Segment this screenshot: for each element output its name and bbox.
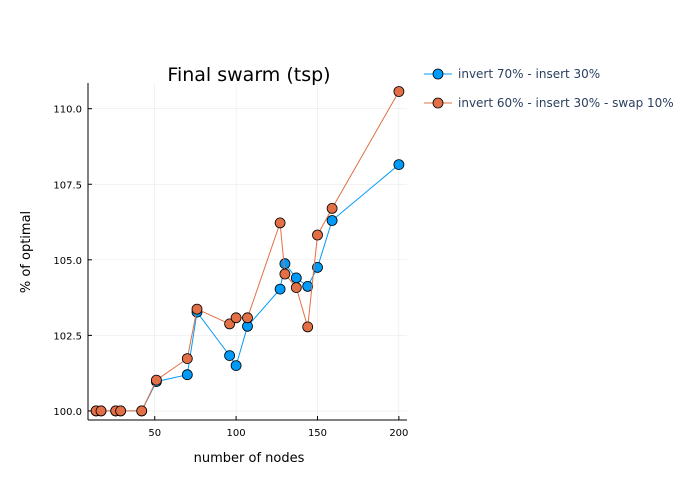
data-point[interactable]	[290, 272, 302, 284]
data-point[interactable]	[393, 159, 405, 171]
y-axis-title: % of optimal	[19, 211, 34, 293]
legend-entry-2[interactable]: invert 60% - insert 30% - swap 10%	[424, 96, 674, 110]
x-tick-label: 50	[148, 428, 161, 439]
ticks: 50 100 150 200 100.0 102.5 105.0 107.5 110.0	[53, 105, 408, 439]
data-point[interactable]	[274, 283, 286, 295]
data-point[interactable]	[312, 261, 323, 273]
series-1	[90, 159, 405, 417]
data-point[interactable]	[230, 360, 242, 372]
legend-marker-1	[432, 68, 444, 80]
series-layer	[90, 86, 405, 417]
data-point[interactable]	[150, 374, 162, 386]
data-point[interactable]	[326, 215, 338, 226]
series-2	[90, 86, 405, 417]
data-point[interactable]	[302, 280, 314, 292]
data-point[interactable]	[191, 303, 203, 315]
legend-entry-1[interactable]: invert 70% - insert 30%	[424, 67, 600, 81]
legend-label-2: invert 60% - insert 30% - swap 10%	[458, 96, 674, 110]
data-point[interactable]	[95, 405, 107, 417]
y-tick-label: 107.5	[53, 180, 82, 191]
chart-title: Final swarm (tsp)	[167, 64, 330, 86]
y-tick-label: 110.0	[53, 105, 82, 116]
x-tick-label: 100	[227, 428, 246, 439]
x-axis-title: number of nodes	[194, 451, 305, 466]
data-point[interactable]	[136, 405, 148, 417]
data-point[interactable]	[290, 282, 302, 294]
axes	[87, 83, 407, 421]
y-tick-label: 100.0	[53, 407, 82, 418]
y-tick-label: 105.0	[53, 256, 82, 267]
data-point[interactable]	[312, 229, 323, 241]
x-tick-label: 200	[389, 428, 408, 439]
data-point[interactable]	[181, 353, 193, 365]
series-line-1	[96, 164, 400, 412]
series-line-2	[96, 91, 400, 412]
data-point[interactable]	[230, 312, 242, 324]
y-tick-label: 102.5	[53, 331, 82, 342]
data-point[interactable]	[274, 217, 286, 229]
legend-label-1: invert 70% - insert 30%	[458, 67, 600, 81]
data-point[interactable]	[242, 312, 253, 324]
data-point[interactable]	[393, 86, 405, 97]
x-tick-label: 150	[308, 428, 327, 439]
data-point[interactable]	[224, 350, 236, 362]
data-point[interactable]	[326, 202, 338, 214]
data-point[interactable]	[279, 258, 291, 270]
data-point[interactable]	[115, 405, 126, 417]
legend-marker-2	[432, 97, 444, 109]
data-point[interactable]	[279, 268, 291, 280]
legend: invert 70% - insert 30% invert 60% - ins…	[424, 67, 674, 110]
data-point[interactable]	[181, 369, 193, 381]
grid	[88, 83, 407, 420]
data-point[interactable]	[302, 321, 314, 333]
